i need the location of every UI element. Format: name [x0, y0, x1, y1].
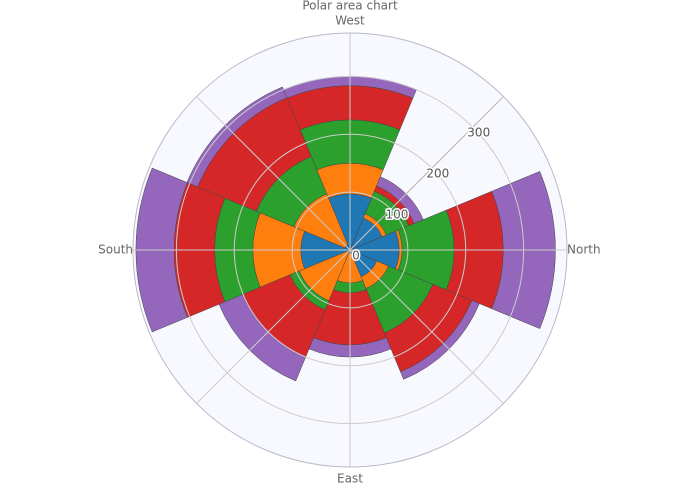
- radial-tick-label: 300: [467, 126, 490, 140]
- angular-tick-label: East: [337, 472, 363, 486]
- angular-tick-label: North: [567, 243, 601, 257]
- radial-tick-label: 0: [352, 249, 360, 263]
- radial-axis-line: [349, 96, 504, 251]
- angular-tick-label: South: [98, 243, 133, 257]
- bar-segment: [400, 300, 480, 380]
- angular-grid-line: [196, 249, 351, 404]
- radial-tick-label: 100: [385, 208, 408, 222]
- angular-grid-line: [196, 96, 351, 251]
- radial-tick-label: 200: [426, 167, 449, 181]
- polar-frame: [132, 32, 568, 468]
- bar-segment: [186, 86, 288, 188]
- angular-grid-line: [349, 249, 504, 404]
- angular-tick-label: West: [335, 14, 365, 28]
- chart-title: Polar area chart: [302, 0, 398, 13]
